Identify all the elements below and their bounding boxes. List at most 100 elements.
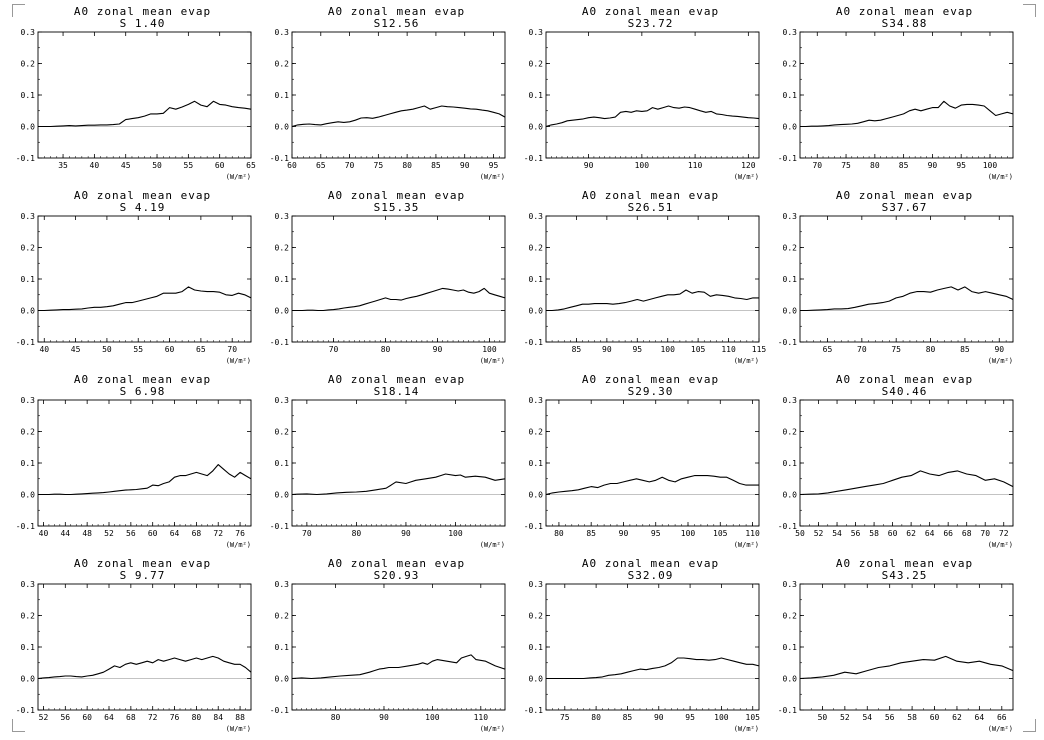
x-tick-label: 65 [823, 345, 833, 354]
y-tick-label: 0.3 [529, 212, 544, 221]
x-tick-label: 65 [196, 345, 206, 354]
x-tick-label: 60 [165, 345, 175, 354]
x-tick-label: 58 [869, 529, 879, 538]
y-tick-label: -0.1 [778, 706, 797, 715]
series-line [38, 464, 252, 496]
x-tick-label: 56 [126, 529, 136, 538]
line-chart: -0.1 0.0 0.1 0.2 0.3 35 40 45 50 55 60 65 (W/m²) [16, 28, 256, 181]
x-tick-label: 80 [402, 161, 412, 170]
y-tick-label: 0.2 [783, 244, 798, 253]
y-tick-label: 0.1 [21, 643, 36, 652]
x-tick-label: 70 [980, 529, 990, 538]
chart-subtitle: S32.09 [627, 569, 674, 582]
y-tick-label: 0.1 [21, 91, 36, 100]
y-tick-label: 0.2 [275, 244, 290, 253]
y-tick-label: -0.1 [270, 154, 289, 163]
y-tick-label: 0.1 [529, 643, 544, 652]
x-tick-label: 60 [215, 161, 225, 170]
y-tick-label: 0.1 [275, 459, 290, 468]
y-tick-label: -0.1 [16, 522, 35, 531]
x-tick-label: 100 [482, 345, 497, 354]
x-tick-label: 76 [235, 529, 245, 538]
line-chart: -0.1 0.0 0.1 0.2 0.3 70 80 90 100 (W/m²) [270, 396, 506, 549]
plot-frame [37, 583, 252, 711]
chart-title: A0 zonal mean evap [581, 5, 720, 18]
x-tick-label: 85 [572, 345, 582, 354]
x-tick-label: 85 [431, 161, 441, 170]
x-tick-label: 95 [489, 161, 499, 170]
x-tick-label: 80 [591, 713, 601, 722]
x-tick-label: 54 [832, 529, 842, 538]
unit-label: (W/m²) [480, 725, 505, 733]
y-tick-label: 0.2 [21, 244, 36, 253]
x-tick-label: 72 [213, 529, 223, 538]
unit-label: (W/m²) [226, 173, 251, 181]
plot-frame [37, 31, 252, 159]
plot-frame [799, 31, 1014, 159]
x-tick-label: 80 [926, 345, 936, 354]
x-tick-label: 80 [331, 713, 341, 722]
plot-frame [799, 215, 1014, 343]
y-tick-label: -0.1 [778, 154, 797, 163]
line-chart: -0.1 0.0 0.1 0.2 0.3 50 52 54 56 58 60 62 64 66 68 70 72… [778, 396, 1014, 549]
x-tick-label: 70 [812, 161, 822, 170]
x-tick-label: 75 [891, 345, 901, 354]
y-tick-label: 0.2 [275, 60, 290, 69]
plot-frame [37, 215, 252, 343]
y-tick-label: 0.3 [783, 28, 798, 37]
y-tick-label: -0.1 [778, 522, 797, 531]
x-tick-label: 72 [999, 529, 1009, 538]
chart-panel: A0 zonal mean evap S12.56 -0.1 0.0 0.1 0.2 0.3… [262, 6, 514, 188]
x-tick-label: 90 [619, 529, 629, 538]
unit-label: (W/m²) [226, 541, 251, 549]
x-tick-label: 50 [795, 529, 805, 538]
chart-subtitle: S34.88 [881, 17, 928, 30]
y-tick-label: 0.0 [529, 491, 544, 500]
chart-panel: A0 zonal mean evap S18.14 -0.1 0.0 0.1 0.2 0.3… [262, 374, 514, 556]
x-tick-label: 115 [752, 345, 767, 354]
y-tick-label: 0.2 [529, 428, 544, 437]
series-line [291, 473, 506, 496]
x-tick-label: 120 [741, 161, 756, 170]
series-line [291, 654, 506, 680]
x-tick-label: 66 [943, 529, 953, 538]
y-tick-label: 0.0 [783, 307, 798, 316]
plot-frame [291, 583, 506, 711]
x-tick-label: 95 [651, 529, 661, 538]
chart-subtitle: S18.14 [373, 385, 420, 398]
line-chart: -0.1 0.0 0.1 0.2 0.3 52 56 60 64 68 72 76 80 84 88 (W/m… [16, 580, 252, 733]
y-tick-label: 0.2 [275, 428, 290, 437]
x-tick-label: 90 [401, 529, 411, 538]
chart-title: A0 zonal mean evap [327, 373, 466, 386]
line-chart: -0.1 0.0 0.1 0.2 0.3 60 65 70 75 80 85 90 95 (W/m²) [270, 28, 506, 181]
y-tick-label: 0.1 [783, 275, 798, 284]
y-tick-label: 0.3 [783, 580, 798, 589]
y-tick-label: 0.0 [783, 123, 798, 132]
x-tick-label: 48 [82, 529, 92, 538]
y-tick-label: -0.1 [524, 706, 543, 715]
x-tick-label: 50 [152, 161, 162, 170]
series-line [800, 286, 1014, 312]
y-tick-label: 0.3 [275, 396, 290, 405]
chart-panel: A0 zonal mean evap S 9.77 -0.1 0.0 0.1 0.2 0.3… [8, 558, 260, 740]
x-tick-label: 54 [862, 713, 872, 722]
chart-panel: A0 zonal mean evap S 6.98 -0.1 0.0 0.1 0.2 0.3… [8, 374, 260, 556]
y-tick-label: 0.0 [21, 123, 36, 132]
x-tick-label: 100 [448, 529, 463, 538]
x-tick-label: 90 [602, 345, 612, 354]
chart-panel: A0 zonal mean evap S37.67 -0.1 0.0 0.1 0.2 0.3… [770, 190, 1022, 372]
y-tick-label: 0.3 [275, 28, 290, 37]
y-tick-label: 0.3 [529, 396, 544, 405]
y-tick-label: 0.2 [783, 60, 798, 69]
x-tick-label: 90 [460, 161, 470, 170]
x-tick-label: 60 [287, 161, 297, 170]
x-tick-label: 90 [654, 713, 664, 722]
y-tick-label: 0.3 [529, 580, 544, 589]
chart-panel: A0 zonal mean evap S34.88 -0.1 0.0 0.1 0.2 0.3… [770, 6, 1022, 188]
chart-subtitle: S23.72 [627, 17, 674, 30]
x-tick-label: 105 [746, 713, 761, 722]
series-line [37, 655, 252, 680]
chart-title: A0 zonal mean evap [73, 189, 212, 202]
unit-label: (W/m²) [226, 725, 251, 733]
series-line [799, 470, 1014, 496]
